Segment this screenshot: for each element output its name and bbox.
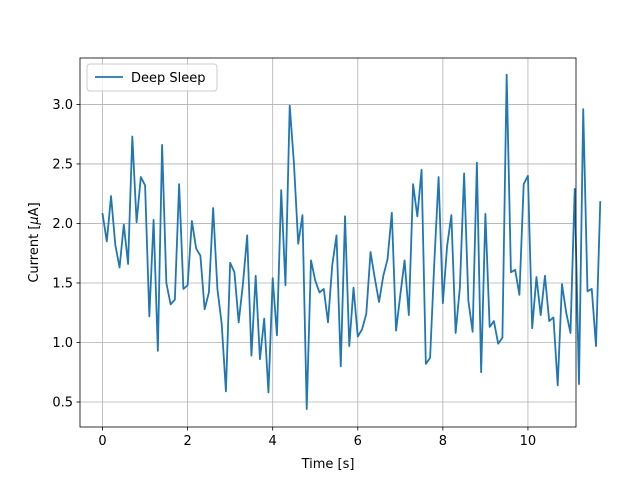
y-axis-label-prefix: Current [ (27, 225, 42, 283)
series-line-deep-sleep (101, 73, 602, 411)
x-tick-label: 10 (520, 434, 537, 449)
series-layer (101, 73, 602, 411)
x-tick-label: 2 (183, 434, 191, 449)
legend-box (86, 63, 218, 92)
x-axis-ticks: 0 2 4 6 8 10 (98, 427, 536, 449)
legend-label-deep-sleep: Deep Sleep (131, 71, 206, 86)
y-axis-label-mu: μ (27, 216, 42, 225)
y-axis-ticks: 0.5 1.0 1.5 2.0 2.5 3.0 (52, 98, 80, 411)
x-tick-label: 6 (354, 434, 362, 449)
plot-frame (79, 57, 577, 428)
y-axis-label-suffix: A] (27, 202, 42, 216)
y-axis-label: Current [μA] (27, 202, 42, 282)
x-tick-label: 4 (269, 434, 277, 449)
y-tick-label: 3.0 (52, 98, 73, 113)
y-tick-label: 2.5 (52, 157, 73, 172)
grid-lines (80, 58, 576, 427)
y-tick-label: 1.5 (52, 276, 73, 291)
y-tick-label: 2.0 (52, 217, 73, 232)
y-tick-label: 0.5 (52, 396, 73, 411)
plot-area-background (80, 58, 576, 427)
x-axis-label: Time [s] (301, 457, 355, 472)
y-tick-label: 1.0 (52, 336, 73, 351)
x-tick-label: 0 (98, 434, 106, 449)
legend: Deep Sleep (86, 63, 218, 92)
x-tick-label: 8 (439, 434, 447, 449)
